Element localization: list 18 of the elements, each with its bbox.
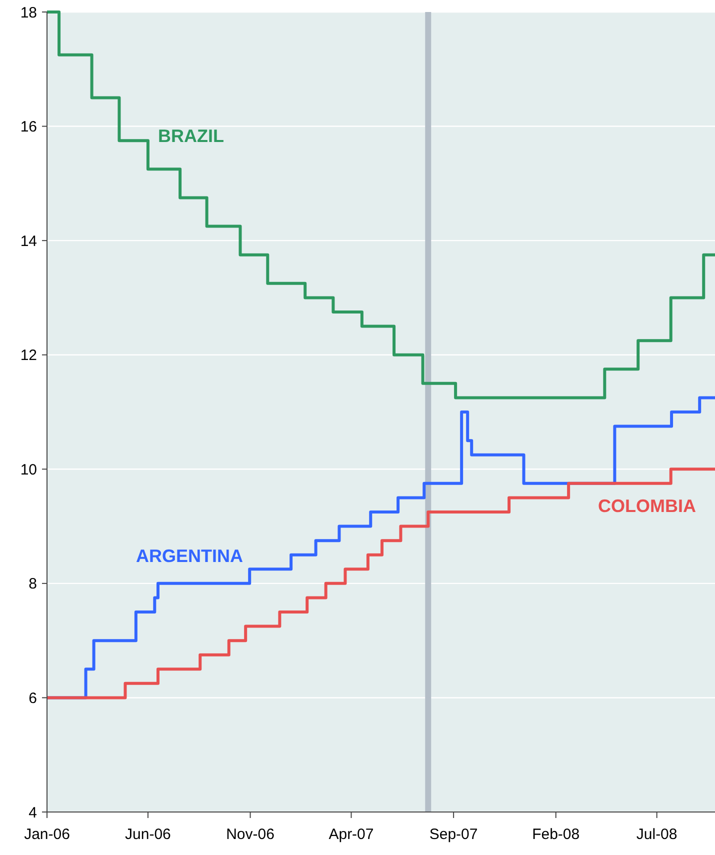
x-tick-label: Jan-06 [24, 826, 70, 843]
y-tick-label: 16 [20, 118, 37, 136]
x-tick-label: Sep-07 [429, 826, 478, 843]
x-tick-label: Feb-08 [532, 826, 580, 843]
series-label: BRAZIL [158, 126, 224, 146]
y-tick-label: 6 [28, 690, 37, 707]
y-tick-label: 18 [20, 4, 37, 22]
series-label: COLOMBIA [598, 496, 696, 516]
y-tick-label: 8 [28, 576, 37, 593]
x-tick-label: Nov-06 [226, 826, 274, 843]
y-tick-label: 4 [28, 804, 37, 822]
y-tick-label: 12 [20, 347, 37, 364]
y-tick-label: 10 [20, 461, 37, 478]
series-label: ARGENTINA [136, 546, 243, 566]
y-tick-label: 14 [20, 232, 37, 250]
x-tick-label: Jul-08 [636, 826, 678, 843]
x-tick-label: Jun-06 [125, 826, 171, 843]
x-tick-label: Apr-07 [328, 826, 374, 843]
